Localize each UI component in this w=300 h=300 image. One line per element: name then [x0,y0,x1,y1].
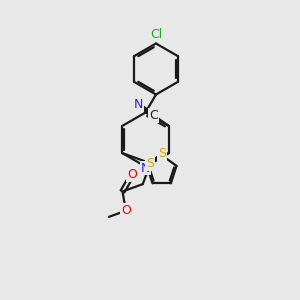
Text: N: N [134,98,143,111]
Text: N: N [141,161,150,175]
Text: Cl: Cl [150,28,162,41]
Text: C: C [149,109,158,122]
Text: S: S [146,157,154,170]
Text: S: S [158,147,166,160]
Text: O: O [121,204,131,217]
Text: O: O [127,168,137,181]
